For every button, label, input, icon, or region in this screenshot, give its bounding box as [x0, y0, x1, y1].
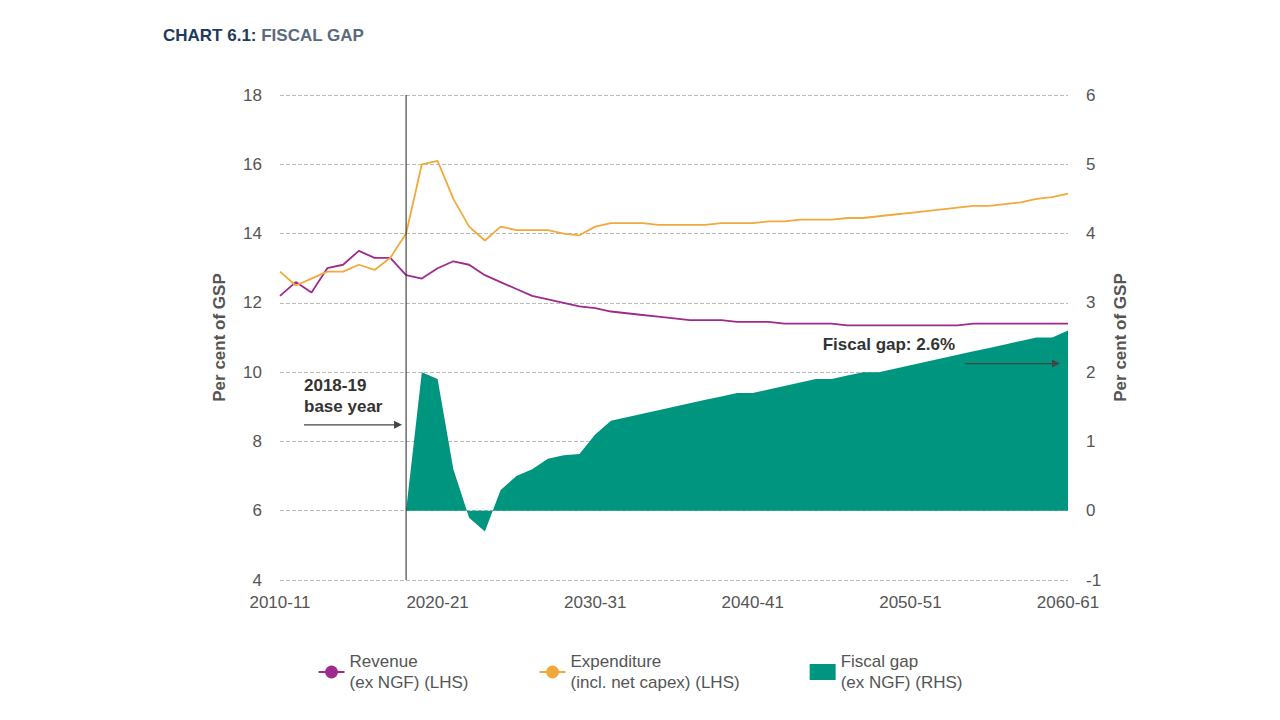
svg-text:2040-41: 2040-41 — [722, 593, 784, 612]
svg-text:0: 0 — [1086, 501, 1095, 520]
svg-text:6: 6 — [1086, 86, 1095, 105]
svg-text:Revenue: Revenue — [350, 652, 418, 671]
svg-text:(ex NGF) (RHS): (ex NGF) (RHS) — [841, 673, 963, 692]
svg-text:1: 1 — [1086, 432, 1095, 451]
svg-text:16: 16 — [243, 155, 262, 174]
svg-text:Expenditure: Expenditure — [571, 652, 662, 671]
svg-text:Fiscal gap: 2.6%: Fiscal gap: 2.6% — [823, 335, 955, 354]
svg-text:FISCAL GAP: FISCAL GAP — [257, 26, 364, 45]
svg-text:CHART 6.1:: CHART 6.1: — [163, 26, 257, 45]
svg-text:12: 12 — [243, 293, 262, 312]
svg-text:2010-11: 2010-11 — [249, 593, 310, 612]
svg-text:4: 4 — [253, 571, 262, 590]
svg-text:4: 4 — [1086, 224, 1095, 243]
svg-text:Per cent of GSP: Per cent of GSP — [210, 273, 229, 401]
svg-text:3: 3 — [1086, 293, 1095, 312]
svg-text:18: 18 — [243, 86, 262, 105]
svg-text:2: 2 — [1086, 363, 1095, 382]
svg-text:-1: -1 — [1086, 571, 1101, 590]
svg-text:Fiscal gap: Fiscal gap — [841, 652, 918, 671]
svg-text:8: 8 — [253, 432, 262, 451]
svg-text:14: 14 — [243, 224, 262, 243]
svg-text:(ex NGF) (LHS): (ex NGF) (LHS) — [350, 673, 469, 692]
svg-text:2020-21: 2020-21 — [406, 593, 468, 612]
svg-text:10: 10 — [243, 363, 262, 382]
svg-text:Per cent of GSP: Per cent of GSP — [1111, 273, 1130, 401]
svg-text:6: 6 — [253, 501, 262, 520]
svg-text:2060-61: 2060-61 — [1037, 593, 1099, 612]
svg-text:base year: base year — [304, 397, 383, 416]
svg-text:5: 5 — [1086, 155, 1095, 174]
svg-text:(incl. net capex) (LHS): (incl. net capex) (LHS) — [571, 673, 740, 692]
svg-text:2050-51: 2050-51 — [879, 593, 941, 612]
svg-text:2018-19: 2018-19 — [304, 376, 366, 395]
svg-text:2030-31: 2030-31 — [564, 593, 626, 612]
